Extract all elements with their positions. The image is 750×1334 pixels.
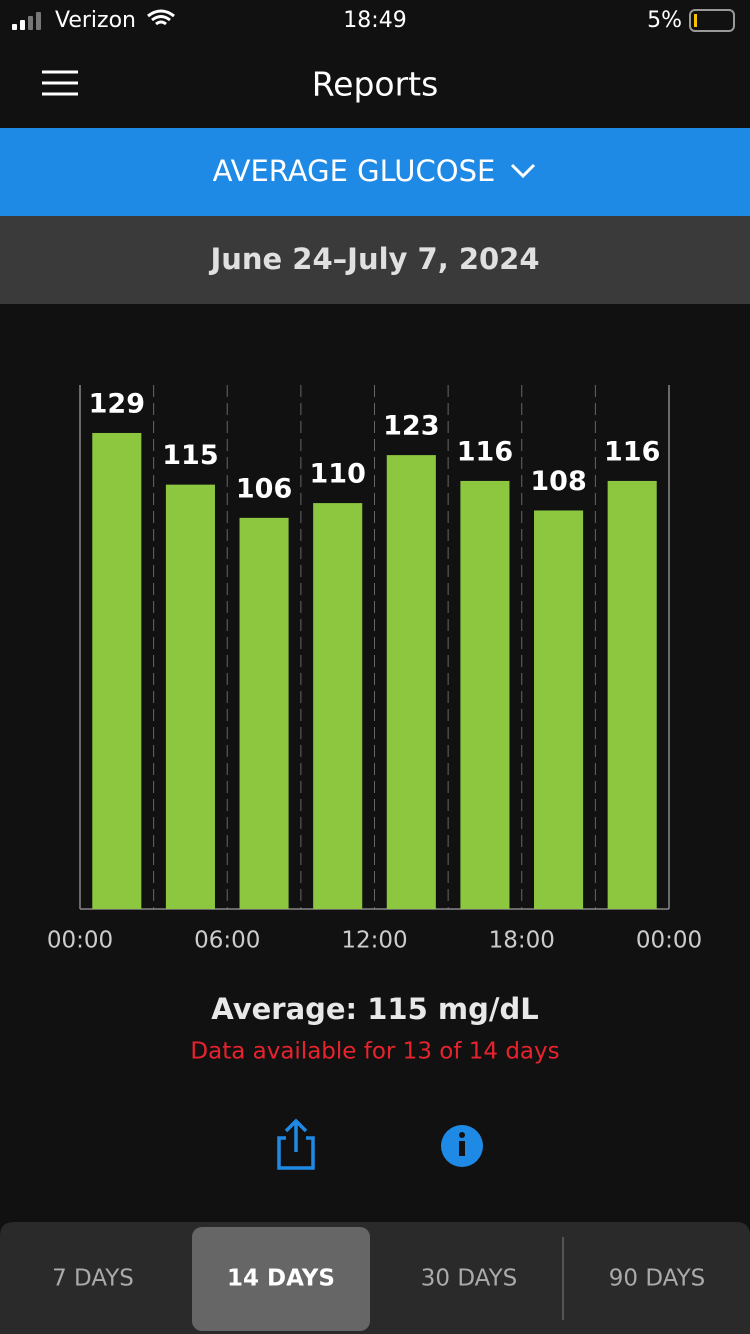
x-tick-label: 12:00 [341,928,407,954]
bar [92,432,142,909]
x-tick-label: 18:00 [489,928,555,954]
bar [460,480,510,909]
data-label: 108 [530,466,586,497]
availability: Data available for 13 of 14 days [190,1039,559,1065]
bar [386,455,436,909]
report-selector[interactable] [0,128,750,216]
x-tick-label: 00:00 [47,928,113,954]
info-button[interactable] [441,1125,483,1167]
x-tick-label: 06:00 [194,928,260,954]
data-label: 116 [457,436,513,467]
header-title: Reports [312,65,439,104]
battery-level [694,14,697,27]
clock: 18:49 [343,8,406,33]
report-selector-label: AVERAGE GLUCOSE [213,154,496,188]
bar [313,503,363,909]
wifi-icon [147,9,175,26]
share-button[interactable] [277,1118,315,1170]
bar [239,517,289,909]
chevron [510,163,536,179]
data-label: 106 [236,473,292,504]
tabs: 7 DAYS 14 DAYS 30 DAYS 90 DAYS [52,1227,705,1331]
carrier: Verizon [55,8,136,33]
x-tick-label: 00:00 [636,928,702,954]
tab-selected[interactable] [192,1227,370,1331]
battery-icon [689,9,735,32]
date-bar [0,216,750,304]
tab-label[interactable]: 30 DAYS [421,1266,517,1292]
tab-label[interactable]: 90 DAYS [609,1266,705,1292]
data-label: 116 [604,436,660,467]
data-label: 115 [162,440,218,471]
battery-percent: 5% [647,8,682,33]
signal [12,12,41,30]
chart: 00:00 06:00 12:00 18:00 00:00 129 115 106 110 123… [47,385,702,954]
bar [607,480,657,909]
tab-label[interactable]: 14 DAYS [227,1266,335,1292]
bar [534,510,584,909]
tab-label[interactable]: 7 DAYS [52,1266,134,1292]
bar [165,484,215,909]
data-label: 123 [383,411,439,442]
data-label: 110 [310,459,366,490]
menu-button[interactable] [42,70,78,96]
data-label: 129 [89,388,145,419]
average: Average: 115 mg/dL [211,992,538,1026]
date-range: June 24–July 7, 2024 [208,242,539,276]
